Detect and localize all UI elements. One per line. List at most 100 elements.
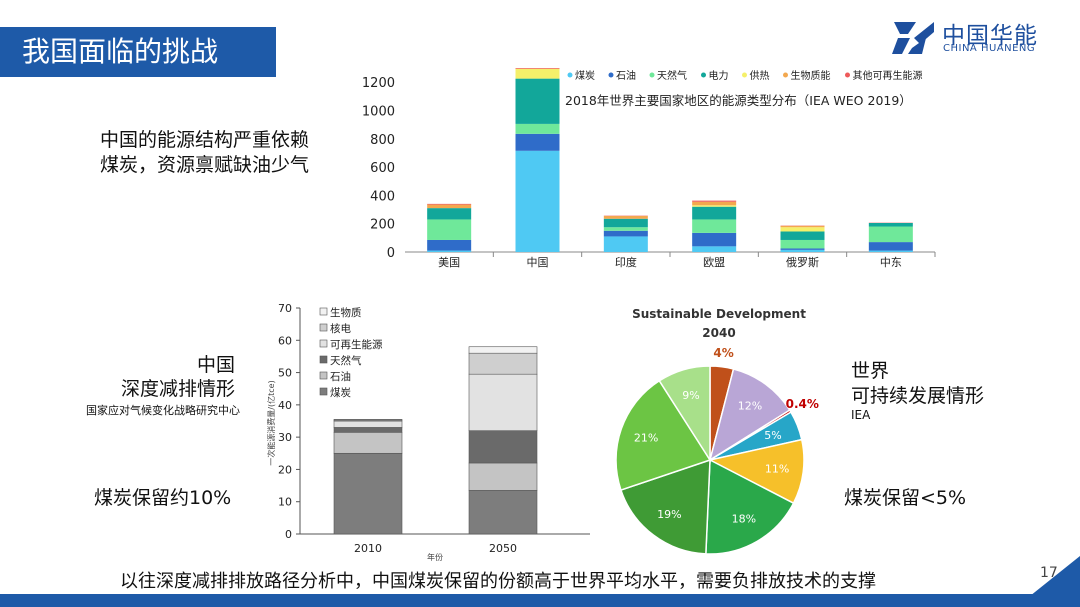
world-coal-note: 煤炭保留<5% xyxy=(844,487,967,509)
legend-marker xyxy=(649,72,655,78)
china-scenario-source: 国家应对气候变化战略研究中心 xyxy=(86,404,240,417)
bar-segment xyxy=(333,452,403,535)
legend-label: 生物质能 xyxy=(791,69,831,82)
energy-distribution-chart: 0 200 400 600 800 1000 1200 美国 中国 印度 欧盟 俄罗斯 中东 煤炭 石油 天然… xyxy=(362,68,936,269)
bar-segment xyxy=(780,231,825,240)
slice-label: 4% xyxy=(713,346,733,360)
bar-segment xyxy=(780,248,825,250)
china-scenario-label: 中国 xyxy=(196,354,235,376)
y-tick-label: 30 xyxy=(278,431,292,444)
x-tick-label: 俄罗斯 xyxy=(786,256,819,269)
energy-structure-note: 中国的能源结构严重依赖煤炭，资源禀赋缺油少气 xyxy=(100,129,310,176)
bar-segment xyxy=(515,123,560,134)
bar-segment xyxy=(780,239,825,249)
legend-label: 煤炭 xyxy=(330,386,351,399)
bar-segment xyxy=(468,430,538,464)
legend-label: 电力 xyxy=(709,69,729,82)
legend-marker xyxy=(319,339,328,348)
legend-marker xyxy=(608,72,614,78)
x-tick-label: 2050 xyxy=(489,542,517,555)
huaneng-logo-mark-icon xyxy=(892,22,934,54)
legend-marker xyxy=(742,72,747,78)
logo-chinese-name: 中国华能 xyxy=(942,23,1038,49)
bar-segment xyxy=(692,219,737,233)
china-coal-note: 煤炭保留约10% xyxy=(94,487,232,509)
slice-label: 18% xyxy=(732,513,756,526)
x-tick-label: 中东 xyxy=(880,256,902,269)
footer-bar xyxy=(0,594,1080,607)
bar-segment xyxy=(692,205,737,207)
bar-segment xyxy=(603,218,648,228)
bar-segment xyxy=(427,204,472,209)
legend-label: 煤炭 xyxy=(575,69,595,82)
slide-title: 我国面临的挑战 xyxy=(22,35,219,68)
legend-marker xyxy=(701,72,706,78)
y-tick-label: 40 xyxy=(278,399,292,412)
bar-segment xyxy=(780,225,825,228)
conclusion-text: 以往深度减排排放路径分析中，中国煤炭保留的份额高于世界平均水平，需要负排放技术的… xyxy=(120,571,876,592)
bar-segment xyxy=(515,68,560,69)
bar-segment xyxy=(468,490,538,535)
pie-slice xyxy=(708,368,791,462)
legend-label: 供热 xyxy=(750,69,770,82)
slice-label: 19% xyxy=(657,508,681,521)
bar-segment xyxy=(692,232,737,247)
bar-segment xyxy=(333,432,403,454)
legend-label: 石油 xyxy=(616,69,636,82)
bar-segment xyxy=(468,373,538,431)
bar-segment xyxy=(333,420,403,428)
x-tick-label: 中国 xyxy=(527,256,549,269)
slice-label: 5% xyxy=(764,429,781,442)
y-tick-label: 10 xyxy=(278,496,292,509)
y-tick-label: 0 xyxy=(285,528,292,541)
china-scenario-name: 深度减排情形 xyxy=(120,378,235,400)
slice-label: 11% xyxy=(765,463,789,476)
y-tick-label: 1000 xyxy=(362,104,395,119)
logo-english-name: CHINA HUANENG xyxy=(943,43,1036,54)
world-scenario-source: IEA xyxy=(851,408,871,422)
bar-segment xyxy=(692,200,737,202)
bar-segment xyxy=(427,250,472,252)
bar-segment xyxy=(603,236,648,252)
x-tick-label: 印度 xyxy=(615,255,637,269)
pie-slice xyxy=(658,365,711,463)
y-tick-label: 50 xyxy=(278,367,292,380)
bar-segment xyxy=(515,133,560,151)
bar-segment xyxy=(427,208,472,220)
legend-marker xyxy=(845,72,850,78)
y-tick-label: 0 xyxy=(387,246,395,261)
bar-segment xyxy=(692,206,737,220)
bar-segment xyxy=(868,250,913,252)
bar-segment xyxy=(603,215,648,219)
pie-slice xyxy=(705,458,795,555)
pie-slice xyxy=(619,458,711,555)
y-tick-label: 60 xyxy=(278,334,292,347)
legend-marker xyxy=(567,72,573,78)
legend-label: 核电 xyxy=(330,322,351,335)
y-tick-label: 800 xyxy=(370,133,395,148)
bar-segment xyxy=(780,227,825,232)
bar-segment xyxy=(515,78,560,124)
chart-title-line1: Sustainable Development xyxy=(632,307,806,321)
legend-marker xyxy=(319,371,328,380)
x-axis-label: 年份 xyxy=(427,552,443,562)
bar-segment xyxy=(780,249,825,252)
slice-label: 9% xyxy=(682,389,699,402)
bar-segment xyxy=(427,219,472,240)
world-scenario-label: 世界 xyxy=(851,360,890,382)
legend-marker xyxy=(319,307,328,316)
bar-segment xyxy=(603,227,648,231)
slice-label: 0.4% xyxy=(786,397,819,411)
y-axis-label: 一次能源消费量/(亿tce) xyxy=(266,380,276,465)
x-tick-label: 欧盟 xyxy=(703,256,725,269)
bar-segment xyxy=(692,201,737,206)
legend-label: 其他可再生能源 xyxy=(853,69,923,82)
slice-label: 21% xyxy=(634,432,658,445)
bar-segment xyxy=(603,230,648,237)
y-tick-label: 400 xyxy=(370,189,395,204)
bar-segment xyxy=(333,427,403,433)
footer-corner xyxy=(1030,556,1080,596)
bar-segment xyxy=(468,352,538,375)
bar-segment xyxy=(427,203,472,205)
pie-slice xyxy=(707,438,805,505)
